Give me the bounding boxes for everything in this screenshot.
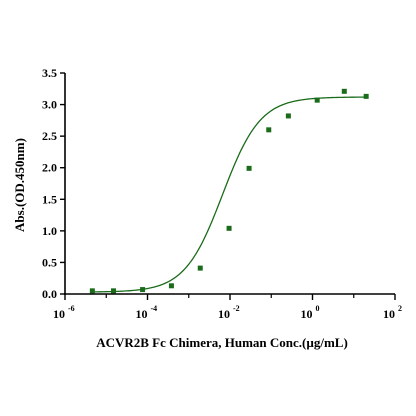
x-tick-exponent: 0 — [316, 304, 320, 313]
y-tick-label: 3.5 — [42, 66, 57, 80]
y-tick-label: 3.0 — [42, 98, 57, 112]
x-tick-label: 10 — [218, 307, 230, 321]
data-point — [140, 287, 146, 293]
y-tick-label: 2.0 — [42, 161, 57, 175]
x-tick-label: 10 — [301, 307, 313, 321]
x-tick-label: 10 — [383, 307, 395, 321]
data-point — [111, 288, 117, 294]
data-point — [314, 97, 320, 103]
data-point — [341, 88, 347, 94]
axes: 0.00.51.01.52.02.53.03.510 -6 10 -4 10 -2 10 0 1… — [42, 66, 402, 321]
x-tick-label: 10 — [53, 307, 65, 321]
y-tick-label: 1.5 — [42, 192, 57, 206]
x-tick-exponent: -2 — [233, 304, 240, 313]
x-tick-exponent: 2 — [398, 304, 402, 313]
data-point — [363, 93, 369, 99]
data-point — [246, 165, 252, 171]
data-point — [168, 283, 174, 289]
y-tick-label: 0.5 — [42, 255, 57, 269]
x-tick-exponent: -6 — [68, 304, 75, 313]
y-tick-label: 0.0 — [42, 287, 57, 301]
data-point — [89, 288, 95, 294]
y-tick-label: 2.5 — [42, 129, 57, 143]
data-point — [285, 113, 291, 119]
x-tick-label: 10 — [136, 307, 148, 321]
y-axis-title: Abs.(OD.450nm) — [12, 138, 27, 232]
x-tick-exponent: -4 — [151, 304, 158, 313]
plot-area — [89, 88, 369, 294]
y-tick-label: 1.0 — [42, 224, 57, 238]
x-axis-title: ACVR2B Fc Chimera, Human Conc.(µg/mL) — [96, 335, 348, 350]
data-point — [266, 127, 272, 133]
data-point — [197, 265, 203, 271]
fit-curve — [92, 96, 367, 293]
data-point — [226, 225, 232, 231]
